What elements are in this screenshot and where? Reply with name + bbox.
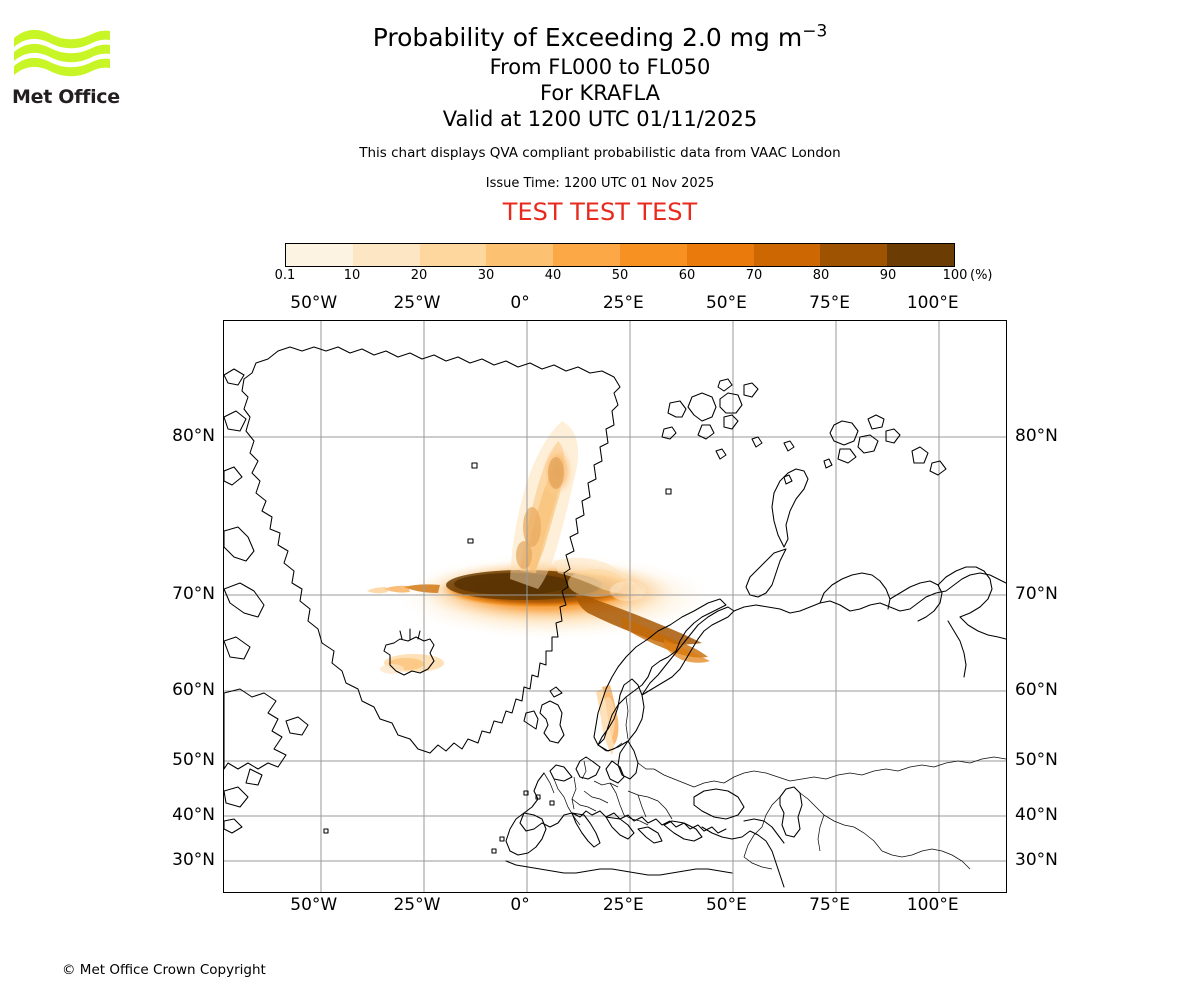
met-office-logo: Met Office — [12, 26, 122, 116]
lon-label-top--25: 25°W — [393, 293, 441, 313]
lon-label-top-75: 75°E — [809, 293, 850, 313]
ash-probability-field — [367, 421, 712, 755]
lon-label-bottom-25: 25°E — [602, 895, 644, 915]
colorbar-tick-0.1: 0.1 — [274, 268, 296, 283]
issue-time: Issue Time: 1200 UTC 01 Nov 2025 — [485, 176, 715, 191]
chart-title-block: Probability of Exceeding 2.0 mg m−3 From… — [0, 22, 1200, 226]
met-office-wave-mark — [14, 29, 110, 77]
lat-label-left-30: 30°N — [172, 850, 215, 870]
lat-label-right-40: 40°N — [1015, 805, 1058, 825]
lat-label-right-30: 30°N — [1015, 850, 1058, 870]
lat-label-right-60: 60°N — [1015, 680, 1058, 700]
colorbar-tick-90: 90 — [879, 268, 897, 283]
colorbar-band-7 — [753, 244, 821, 266]
colorbar-band-9 — [887, 244, 954, 266]
colorbar-tick-labels: 0.1 10 20 30 40 50 60 70 80 90 100 — [275, 268, 968, 286]
colorbar-tick-80: 80 — [812, 268, 830, 283]
lat-label-left-40: 40°N — [172, 805, 215, 825]
test-banner: TEST TEST TEST — [502, 198, 698, 226]
probability-colorbar — [285, 243, 955, 267]
lon-label-bottom--25: 25°W — [393, 895, 441, 915]
lat-label-left-60: 60°N — [172, 680, 215, 700]
qva-disclaimer: This chart displays QVA compliant probab… — [359, 145, 841, 161]
lat-label-right-80: 80°N — [1015, 426, 1058, 446]
colorbar-band-0 — [286, 244, 353, 266]
colorbar-band-3 — [486, 244, 554, 266]
lon-label-bottom--50: 50°W — [290, 895, 338, 915]
flight-level-line: From FL000 to FL050 — [489, 55, 711, 79]
colorbar-band-5 — [619, 244, 687, 266]
colorbar-tick-10: 10 — [343, 268, 361, 283]
lon-label-bottom-100: 100°E — [906, 895, 959, 915]
colorbar-tick-60: 60 — [678, 268, 696, 283]
met-office-logo-text: Met Office — [12, 86, 120, 108]
colorbar-tick-20: 20 — [410, 268, 428, 283]
lon-label-top--50: 50°W — [290, 293, 338, 313]
country-borders — [543, 696, 1006, 870]
lon-label-top-0: 0° — [510, 293, 530, 313]
page-title: Probability of Exceeding 2.0 mg m−3 — [0, 22, 1200, 54]
lon-label-bottom-75: 75°E — [809, 895, 850, 915]
page-title-exponent: −3 — [802, 21, 828, 42]
colorbar-tick-40: 40 — [544, 268, 562, 283]
lon-label-top-50: 50°E — [705, 293, 747, 313]
coastlines — [224, 346, 1006, 888]
colorbar-band-1 — [352, 244, 420, 266]
lat-label-right-50: 50°N — [1015, 750, 1058, 770]
lat-label-left-70: 70°N — [172, 584, 215, 604]
colorbar-tick-100: 100 — [942, 268, 968, 283]
lon-label-top-25: 25°E — [602, 293, 644, 313]
valid-time-line: Valid at 1200 UTC 01/11/2025 — [442, 107, 758, 131]
lat-label-left-80: 80°N — [172, 426, 215, 446]
colorbar-band-4 — [553, 244, 620, 266]
map-plot-area[interactable] — [223, 320, 1007, 893]
colorbar-tick-70: 70 — [745, 268, 763, 283]
lon-label-bottom-0: 0° — [510, 895, 530, 915]
lat-label-right-70: 70°N — [1015, 584, 1058, 604]
lat-label-left-50: 50°N — [172, 750, 215, 770]
lon-label-top-100: 100°E — [906, 293, 959, 313]
colorbar-tick-50: 50 — [611, 268, 629, 283]
page-title-text: Probability of Exceeding 2.0 mg m — [372, 23, 803, 52]
colorbar-unit-label: (%) — [970, 268, 993, 283]
colorbar-band-6 — [686, 244, 754, 266]
colorbar-band-2 — [419, 244, 487, 266]
colorbar-tick-30: 30 — [477, 268, 495, 283]
colorbar-swatches — [285, 243, 955, 267]
map-canvas — [224, 321, 1006, 892]
lon-label-bottom-50: 50°E — [705, 895, 747, 915]
colorbar-band-8 — [820, 244, 888, 266]
volcano-line: For KRAFLA — [540, 81, 660, 105]
copyright-notice: © Met Office Crown Copyright — [62, 962, 266, 978]
